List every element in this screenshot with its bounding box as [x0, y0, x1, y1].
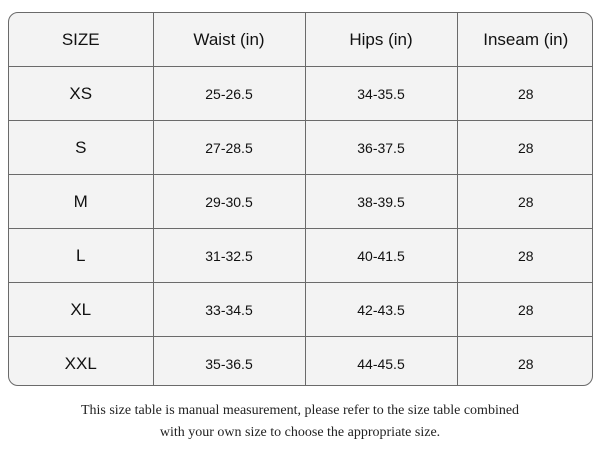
column-header-inseam: Inseam (in)	[457, 13, 592, 67]
size-cell: L	[9, 228, 154, 283]
table-row: S 27-28.5 36-37.5 28	[9, 120, 592, 175]
hips-cell: 34-35.5	[305, 66, 458, 121]
footnote-line-1: This size table is manual measurement, p…	[80, 403, 520, 418]
size-cell: S	[9, 120, 154, 175]
size-cell: XXL	[9, 336, 154, 385]
table-row: XXL 35-36.5 44-45.5 28	[9, 336, 592, 385]
waist-cell: 25-26.5	[153, 66, 306, 121]
table-header-row: SIZE Waist (in) Hips (in) Inseam (in)	[9, 13, 592, 67]
waist-cell: 35-36.5	[153, 336, 306, 385]
footnote-line-2: with your own size to choose the appropr…	[159, 425, 441, 440]
waist-cell: 31-32.5	[153, 228, 306, 283]
inseam-cell: 28	[517, 355, 534, 372]
size-table-footnote: This size table is manual measurement, p…	[0, 400, 600, 444]
inseam-cell: 28	[457, 282, 592, 337]
size-cell: M	[9, 174, 154, 229]
hips-cell: 36-37.5	[305, 120, 458, 175]
inseam-cell: 28	[457, 120, 592, 175]
waist-cell: 27-28.5	[153, 120, 306, 175]
hips-cell: 38-39.5	[305, 174, 458, 229]
inseam-cell: 28	[457, 66, 592, 121]
hips-cell: 44-45.5	[305, 336, 458, 385]
size-cell: XS	[9, 66, 154, 121]
table-row: L 31-32.5 40-41.5 28	[9, 228, 592, 283]
table-row: M 29-30.5 38-39.5 28	[9, 174, 592, 229]
table-row: XL 33-34.5 42-43.5 28	[9, 282, 592, 337]
inseam-cell: 28	[457, 174, 592, 229]
table-row: XS 25-26.5 34-35.5 28	[9, 66, 592, 121]
waist-cell: 33-34.5	[153, 282, 306, 337]
size-chart-table: SIZE Waist (in) Hips (in) Inseam (in) XS…	[9, 13, 592, 385]
column-header-waist: Waist (in)	[153, 13, 306, 67]
column-header-size: SIZE	[9, 13, 154, 67]
hips-cell: 42-43.5	[305, 282, 458, 337]
column-header-hips: Hips (in)	[305, 13, 458, 67]
hips-cell: 40-41.5	[305, 228, 458, 283]
size-cell: XL	[9, 282, 154, 337]
waist-cell: 29-30.5	[153, 174, 306, 229]
size-chart-table-container: SIZE Waist (in) Hips (in) Inseam (in) XS…	[8, 12, 593, 386]
inseam-cell: 28	[457, 228, 592, 283]
